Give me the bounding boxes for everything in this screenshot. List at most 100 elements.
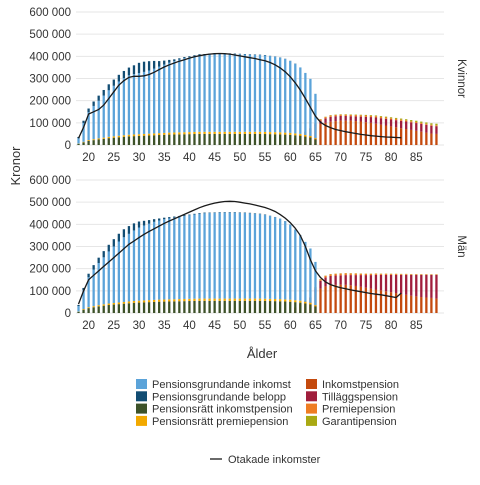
bar-pgb <box>128 68 130 76</box>
bar-pri <box>158 302 160 313</box>
bar-prp <box>309 303 311 305</box>
bar-pgi <box>168 218 170 299</box>
bar-pgb <box>198 213 200 214</box>
bar-pgb <box>158 61 160 67</box>
bar-pgi <box>229 54 231 132</box>
bar-pgi <box>163 219 165 299</box>
bar-pgi <box>148 70 150 133</box>
bar-pgb <box>133 65 135 74</box>
bar-til <box>324 118 326 122</box>
bar-prp <box>148 134 150 136</box>
bar-til <box>340 275 342 284</box>
bar-prp <box>239 132 241 134</box>
bar-pgi <box>203 55 205 132</box>
bar-til <box>415 275 417 297</box>
bar-pgb <box>128 226 130 234</box>
x-tick-label: 20 <box>82 152 95 164</box>
bar-pre <box>324 117 326 118</box>
bar-prp <box>168 299 170 301</box>
bar-ink <box>435 134 437 145</box>
bar-pre <box>319 279 321 281</box>
bar-pre <box>410 274 412 275</box>
bar-pri <box>304 137 306 145</box>
bar-ink <box>319 124 321 145</box>
bar-pri <box>108 305 110 313</box>
bar-pgb <box>163 218 165 220</box>
bar-prp <box>249 132 251 134</box>
bar-pgb <box>153 219 155 222</box>
bar-pgi <box>153 69 155 134</box>
bar-ink <box>425 297 427 313</box>
bar-pre <box>370 116 372 117</box>
bar-prp <box>92 139 94 140</box>
bar-prp <box>183 132 185 134</box>
bar-gar <box>365 115 367 116</box>
legend-label: Pensionsrätt inkomstpension <box>152 404 293 416</box>
bar-pri <box>269 134 271 145</box>
bar-prp <box>304 135 306 137</box>
bar-til <box>390 120 392 127</box>
bar-pgb <box>203 213 205 214</box>
legend-label: Pensionsgrundande inkomst <box>152 379 291 391</box>
bar-pgi <box>289 61 291 133</box>
bar-pre <box>380 274 382 275</box>
bar-ink <box>329 122 331 145</box>
bar-prp <box>163 133 165 135</box>
bar-pri <box>98 139 100 145</box>
x-tick-label: 60 <box>284 320 297 332</box>
bar-ink <box>380 125 382 145</box>
bar-pri <box>193 134 195 145</box>
bar-pgi <box>299 67 301 133</box>
bar-pri <box>77 312 79 313</box>
y-tick-label: 200 000 <box>29 264 71 276</box>
bar-prp <box>128 135 130 137</box>
bar-pgi <box>259 55 261 132</box>
bar-pri <box>108 138 110 145</box>
bar-pgb <box>118 234 120 242</box>
bar-pgb <box>148 220 150 224</box>
bar-pri <box>249 301 251 313</box>
bar-pri <box>173 301 175 313</box>
panel-label: Kvinnor <box>455 59 467 98</box>
bar-pre <box>385 118 387 119</box>
bar-pgb <box>103 251 105 257</box>
bar-pgi <box>193 214 195 298</box>
bar-pri <box>87 308 89 313</box>
bar-gar <box>420 122 422 123</box>
bar-pri <box>188 301 190 313</box>
bar-pgi <box>193 56 195 132</box>
bar-pre <box>390 118 392 119</box>
y-tick-label: 100 000 <box>29 118 71 130</box>
bar-pri <box>244 301 246 313</box>
bar-ink <box>340 121 342 145</box>
bar-pgi <box>183 58 185 132</box>
bar-pri <box>92 140 94 145</box>
bar-ink <box>324 286 326 313</box>
x-tick-label: 35 <box>158 152 171 164</box>
bar-prp <box>143 300 145 302</box>
y-tick-label: 500 000 <box>29 29 71 41</box>
bar-prp <box>224 299 226 301</box>
bar-pri <box>168 135 170 145</box>
bar-pgi <box>219 54 221 132</box>
x-tick-label: 40 <box>183 152 196 164</box>
x-tick-label: 75 <box>359 152 372 164</box>
bar-pgb <box>108 84 110 90</box>
bar-pre <box>345 273 347 275</box>
bar-pgb <box>148 61 150 70</box>
bar-prp <box>133 134 135 136</box>
x-tick-label: 45 <box>208 152 221 164</box>
bar-pre <box>329 116 331 117</box>
bar-prp <box>168 133 170 135</box>
bar-pgb <box>98 96 100 101</box>
bar-prp <box>284 133 286 135</box>
bar-pgb <box>178 58 180 59</box>
bar-pgi <box>163 65 165 133</box>
bar-pre <box>375 116 377 117</box>
bar-pri <box>284 301 286 313</box>
bar-prp <box>108 137 110 138</box>
bar-prp <box>203 299 205 301</box>
bar-pgb <box>87 109 89 113</box>
bar-pri <box>82 142 84 145</box>
bar-pri <box>153 135 155 145</box>
